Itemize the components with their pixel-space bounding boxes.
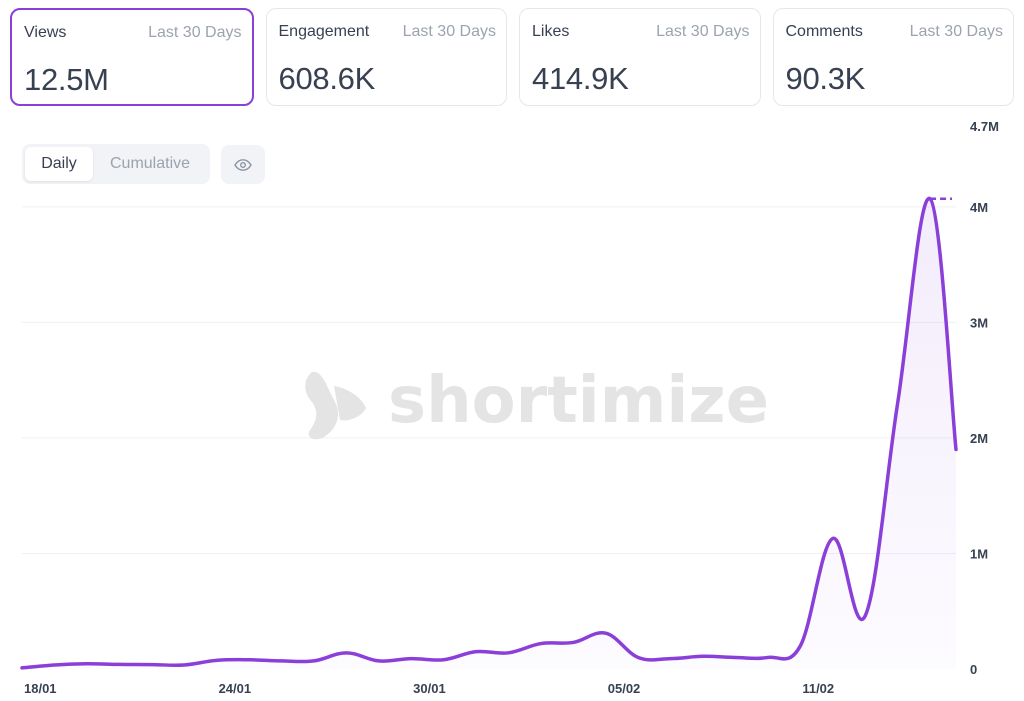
likes-card-period: Last 30 Days: [656, 23, 750, 40]
y-tick-label: 2M: [970, 431, 988, 446]
x-tick-label: 11/02: [802, 681, 834, 696]
visibility-button[interactable]: [221, 145, 265, 184]
eye-icon: [234, 158, 252, 171]
likes-card[interactable]: Likes Last 30 Days 414.9K: [519, 8, 761, 106]
views-card-period: Last 30 Days: [148, 24, 242, 41]
views-card[interactable]: Views Last 30 Days 12.5M: [10, 8, 254, 106]
comments-card-period: Last 30 Days: [909, 23, 1003, 40]
comments-card-value: 90.3K: [785, 61, 866, 96]
y-tick-label: 0: [970, 662, 977, 677]
likes-card-label: Likes: [532, 23, 570, 40]
chart-grid: [22, 206, 956, 554]
x-tick-label: 24/01: [219, 681, 252, 696]
x-axis: 18/01 24/01 30/01 05/02 11/02: [24, 681, 834, 696]
likes-card-value: 414.9K: [532, 61, 629, 96]
shortimize-logo-icon: [305, 371, 366, 440]
comments-card-label: Comments: [785, 23, 863, 40]
comments-card[interactable]: Comments Last 30 Days 90.3K: [772, 8, 1014, 106]
engagement-card-period: Last 30 Days: [402, 23, 496, 40]
daily-toggle-button[interactable]: Daily: [25, 147, 93, 181]
view-mode-toggle: Daily Cumulative: [22, 144, 210, 184]
x-tick-label: 05/02: [608, 681, 641, 696]
y-tick-label: 4.7M: [970, 119, 999, 134]
metric-cards: Views Last 30 Days 12.5M Engagement Last…: [10, 8, 1014, 106]
views-line: [20, 197, 958, 670]
engagement-card-label: Engagement: [278, 23, 370, 40]
y-tick-label: 3M: [970, 315, 988, 330]
views-card-value: 12.5M: [24, 62, 109, 97]
x-tick-label: 18/01: [24, 681, 57, 696]
x-tick-label: 30/01: [413, 681, 446, 696]
y-axis: 0 1M 2M 3M 4M 4.7M: [970, 119, 999, 677]
watermark: shortimize: [305, 364, 769, 440]
y-tick-label: 1M: [970, 546, 988, 561]
watermark-text: shortimize: [388, 364, 769, 438]
engagement-card[interactable]: Engagement Last 30 Days 608.6K: [265, 8, 507, 106]
views-area: [22, 198, 956, 669]
y-tick-label: 4M: [970, 200, 988, 215]
engagement-card-value: 608.6K: [278, 61, 376, 96]
views-card-label: Views: [24, 24, 67, 41]
cumulative-toggle-button[interactable]: Cumulative: [109, 155, 191, 172]
